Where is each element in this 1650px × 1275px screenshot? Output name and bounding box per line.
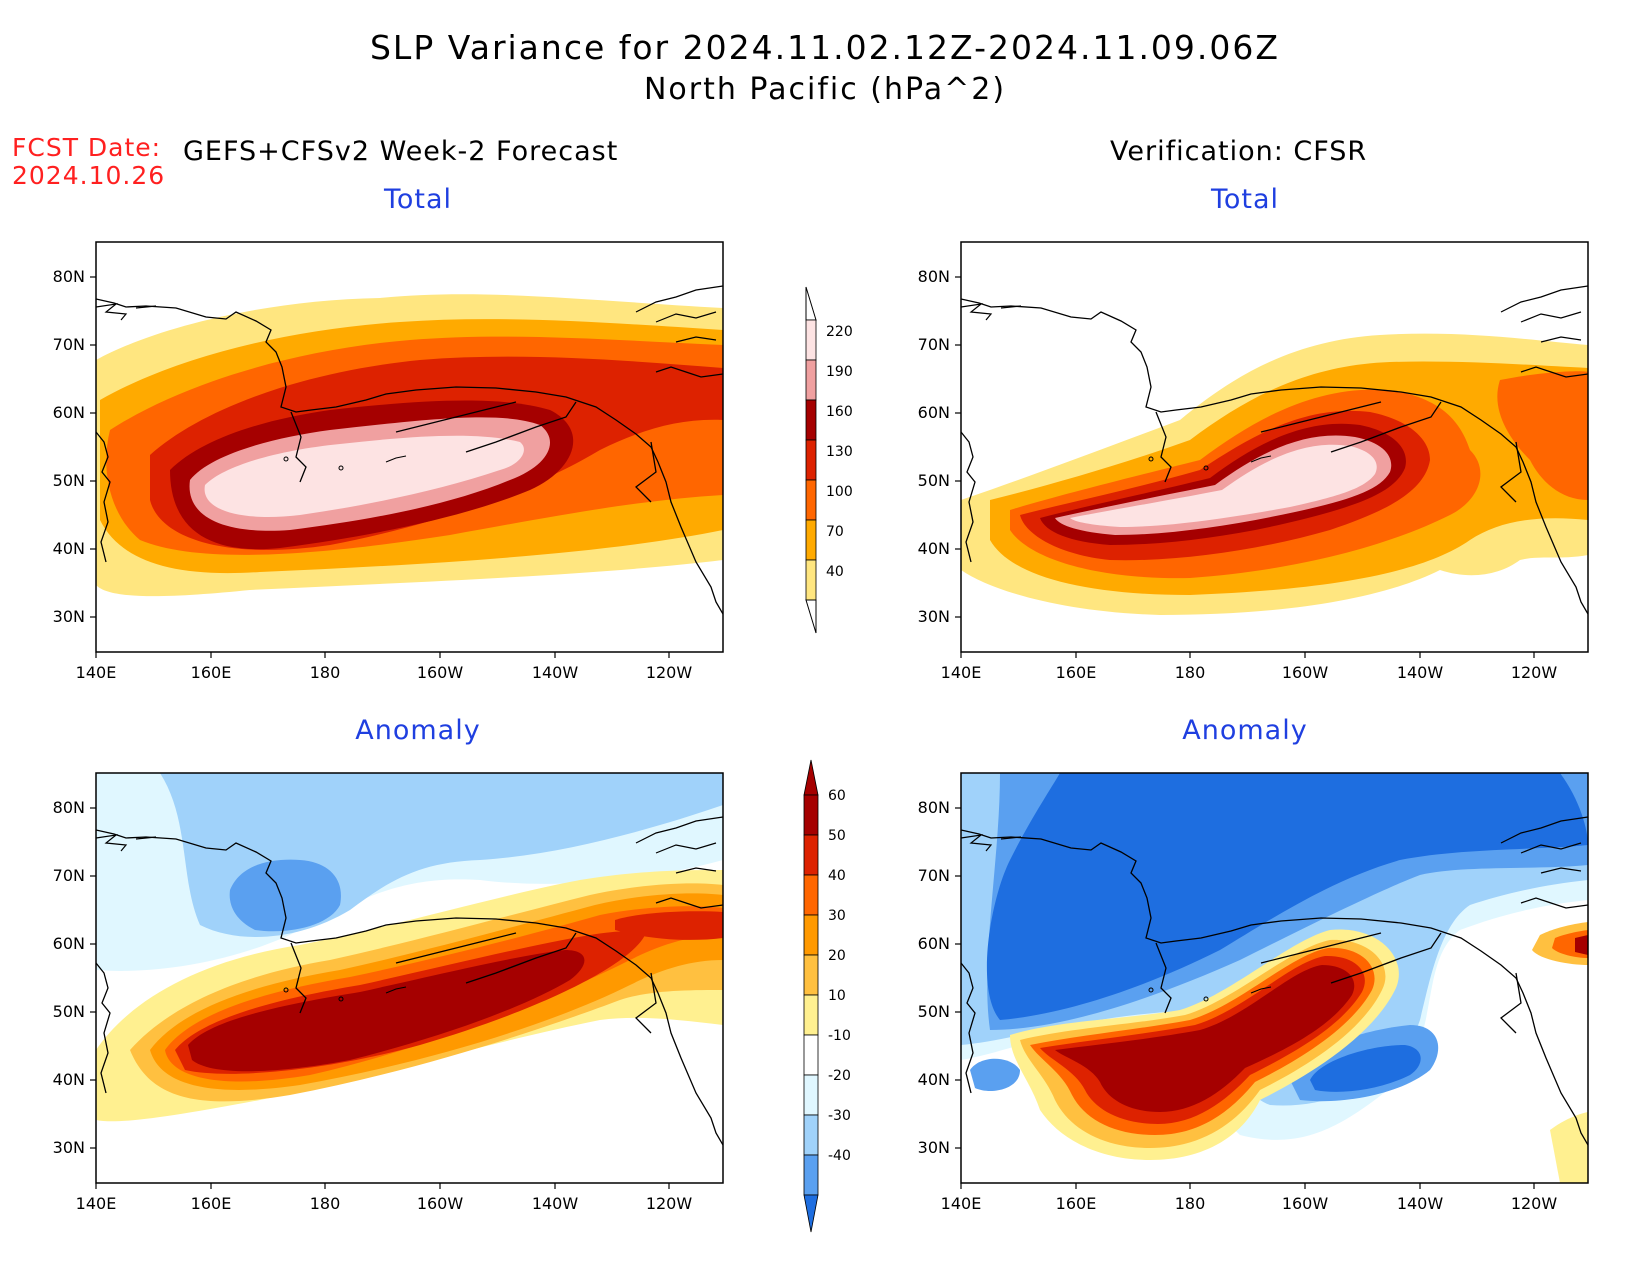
- contour-minus30c: [970, 1058, 1020, 1091]
- lat-label: 60N: [918, 403, 950, 422]
- colorbar-label: 190: [826, 364, 853, 380]
- lon-label: 180: [310, 663, 341, 682]
- lat-label: 60N: [53, 403, 85, 422]
- colorbar-label: -10: [828, 1028, 851, 1044]
- lon-label: 160W: [417, 1194, 464, 1213]
- lat-label: 50N: [53, 1002, 85, 1021]
- colorbar-label: 130: [826, 444, 853, 460]
- lon-label: 140W: [532, 663, 579, 682]
- contour-100b: [1497, 371, 1588, 500]
- lon-label: 120W: [1511, 1194, 1558, 1213]
- lat-label: 60N: [918, 934, 950, 953]
- lat-label: 80N: [918, 267, 950, 286]
- lat-label: 80N: [53, 267, 85, 286]
- contour-60: [188, 950, 585, 1072]
- lon-label: 120W: [646, 663, 693, 682]
- lat-label: 50N: [53, 471, 85, 490]
- contour-60b: [1575, 935, 1588, 955]
- colorbar-label: 220: [826, 324, 853, 340]
- lon-label: 160W: [417, 663, 464, 682]
- colorbar-total: 220 190 160 130 100 70 40: [805, 286, 853, 634]
- colorbar-label: 70: [826, 524, 844, 540]
- lat-label: 40N: [53, 539, 85, 558]
- map-verification-anomaly: [960, 772, 1589, 1184]
- colorbar-label: -40: [828, 1148, 851, 1164]
- verification-header: Verification: CFSR: [1110, 136, 1368, 167]
- lat-label: 40N: [53, 1070, 85, 1089]
- colorbar-label: 60: [828, 788, 846, 804]
- contour-10b: [1550, 1112, 1588, 1183]
- panel-title-forecast-total: Total: [383, 184, 453, 215]
- contour-60: [1055, 965, 1355, 1112]
- lon-label: 160E: [191, 663, 232, 682]
- colorbar-label: 50: [828, 828, 846, 844]
- lon-label: 180: [1175, 663, 1206, 682]
- map-forecast-anomaly: [95, 772, 724, 1184]
- colorbar-label: 30: [828, 908, 846, 924]
- lat-label: 80N: [53, 798, 85, 817]
- axes-ticks: [90, 276, 1535, 1189]
- contour-minus40: [986, 773, 1588, 1020]
- contour-220: [1070, 444, 1377, 527]
- fcst-date-label: FCST Date:: [12, 133, 162, 162]
- lon-label: 140W: [532, 1194, 579, 1213]
- page-title: SLP Variance for 2024.11.02.12Z-2024.11.…: [369, 28, 1281, 67]
- lat-label: 30N: [53, 607, 85, 626]
- colorbar-label: -30: [828, 1108, 851, 1124]
- lat-label: 70N: [918, 866, 950, 885]
- lat-label: 30N: [918, 1138, 950, 1157]
- colorbar-label: 40: [826, 564, 844, 580]
- lat-label: 50N: [918, 471, 950, 490]
- map-verification-total: [960, 241, 1589, 653]
- fcst-date-value: 2024.10.26: [12, 161, 166, 190]
- lat-label: 50N: [918, 1002, 950, 1021]
- colorbar-label: -20: [828, 1068, 851, 1084]
- lat-label: 80N: [918, 798, 950, 817]
- contour-50b: [615, 911, 723, 940]
- lat-label: 30N: [918, 607, 950, 626]
- lon-label: 140E: [76, 663, 117, 682]
- colorbar-label: 10: [828, 988, 846, 1004]
- lon-label: 140E: [941, 1194, 982, 1213]
- axis-labels: 80N 70N 60N 50N 40N 30N 140E 160E 180 16…: [53, 267, 1558, 1213]
- lon-label: 180: [1175, 1194, 1206, 1213]
- lon-label: 140W: [1397, 663, 1444, 682]
- lon-label: 160E: [191, 1194, 232, 1213]
- contour-minus30: [229, 859, 341, 932]
- lat-label: 70N: [53, 866, 85, 885]
- colorbar-anomaly: 60 50 40 30 20 10 -10 -20 -30 -40: [803, 759, 851, 1233]
- lon-label: 160E: [1056, 1194, 1097, 1213]
- panel-title-verification-anomaly: Anomaly: [1182, 715, 1308, 746]
- lon-label: 160W: [1282, 663, 1329, 682]
- colorbar-label: 160: [826, 404, 853, 420]
- lon-label: 180: [310, 1194, 341, 1213]
- lon-label: 140E: [76, 1194, 117, 1213]
- colorbar-label: 20: [828, 948, 846, 964]
- lon-label: 120W: [646, 1194, 693, 1213]
- contour-220: [204, 435, 524, 517]
- map-forecast-total: [95, 241, 724, 653]
- contour-minus40b: [1310, 1045, 1421, 1092]
- page-subtitle: North Pacific (hPa^2): [643, 72, 1007, 107]
- lat-label: 60N: [53, 934, 85, 953]
- colorbar-label: 40: [828, 868, 846, 884]
- panel-title-verification-total: Total: [1210, 184, 1280, 215]
- lon-label: 120W: [1511, 663, 1558, 682]
- forecast-header: GEFS+CFSv2 Week-2 Forecast: [183, 136, 619, 167]
- lat-label: 40N: [918, 1070, 950, 1089]
- lat-label: 30N: [53, 1138, 85, 1157]
- colorbar-label: 100: [826, 484, 853, 500]
- lat-label: 40N: [918, 539, 950, 558]
- lat-label: 70N: [918, 335, 950, 354]
- lon-label: 140E: [941, 663, 982, 682]
- lat-label: 70N: [53, 335, 85, 354]
- lon-label: 160E: [1056, 663, 1097, 682]
- lon-label: 160W: [1282, 1194, 1329, 1213]
- panel-title-forecast-anomaly: Anomaly: [355, 715, 481, 746]
- lon-label: 140W: [1397, 1194, 1444, 1213]
